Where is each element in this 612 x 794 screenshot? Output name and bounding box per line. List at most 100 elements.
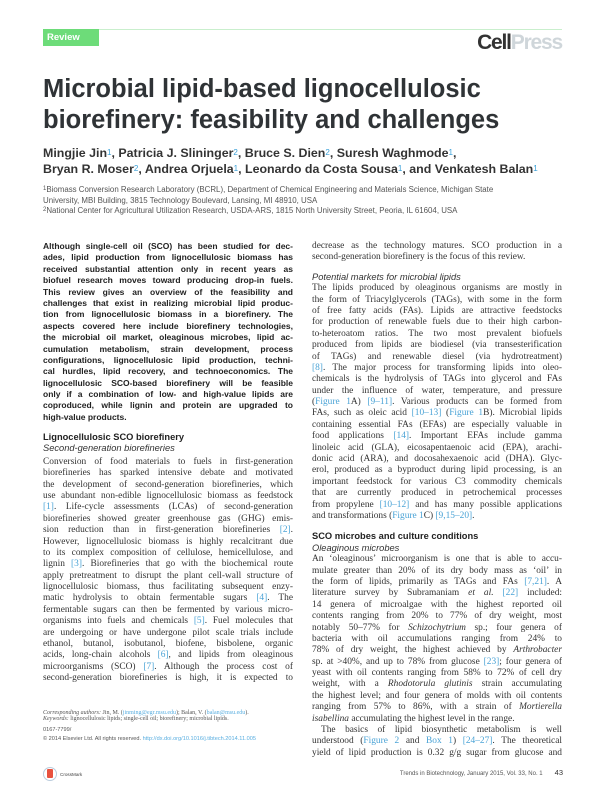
affiliation-marker: 2 [325,148,330,157]
paragraph: Conversion of food materials to fuels in… [43,457,293,685]
text-line: aspects covered here include biorefinery… [43,320,293,331]
citation-link[interactable]: Figure 1 [392,510,424,521]
text-line: sion reduction than in first-generation … [43,525,293,536]
citation-link[interactable]: [5] [193,616,205,627]
section-heading: SCO microbes and culture conditions [312,531,479,542]
citation-link[interactable]: Figure 1 [449,408,484,419]
citation-link[interactable]: [3] [71,559,82,570]
text-line: organisms into fuels and chemicals [5]. … [43,616,293,627]
paragraph: The basics of lipid biosynthetic metabol… [312,725,562,759]
text-line: lignin [3]. Biorefineries that go with t… [43,559,293,570]
text-line: fermentable sugars can then be fermented… [43,604,293,615]
crossmark-badge[interactable]: CrossMark [43,767,82,781]
affiliation-number: 1 [43,186,47,192]
text-line: contents ranging from 20% to 77% of dry … [312,611,562,622]
email-link[interactable]: jinming@egr.msu.edu [122,710,176,716]
text-line: to its complex composition of cellulose,… [43,547,293,558]
citation-link[interactable]: [7] [143,661,155,672]
citation-link[interactable]: [2] [279,525,291,536]
citation-link[interactable]: [7,21] [524,576,547,587]
citation-link[interactable]: [6] [157,650,169,661]
citation-link[interactable]: [24–27] [462,736,493,747]
page-number: 43 [554,768,563,777]
citation-link[interactable]: [9,15–20] [435,510,473,521]
citation-link[interactable]: Box 1 [426,736,453,747]
text-line: weight, with a Rhodotorula glutinis stra… [312,679,562,690]
text: lignocellulosic lipids; single-cell oil;… [70,716,229,722]
affiliation-marker: 2 [133,163,139,173]
citation-link[interactable]: [14] [393,431,410,442]
text: ); Balan, V. ( [176,710,207,716]
text-line: microorganisms (SCO) [7]. Although the p… [43,661,293,672]
text-line: [8]. The major process for transforming … [312,362,562,373]
text-line: (Figure 1A) [9–11]. Various products can… [312,397,562,408]
keywords: Keywords: lignocellulosic lipids; single… [43,716,303,722]
text-line: Although single-cell oil (SCO) has been … [43,241,293,251]
affiliation-marker: 1 [533,163,538,173]
subsection-heading: Oleaginous microbes [312,542,400,553]
text-line: coproduced, while lignin and protein are… [43,400,293,411]
text-line: and transformations (Figure 1C) [9,15–20… [312,510,475,521]
text-line: biorefineries has sparked intensive deba… [43,468,293,479]
text-line: to-heteroatom ratios. The two most preva… [312,328,562,339]
text-line: matic hydrolysis to obtain fermentable s… [43,593,293,604]
text-line: chemicals is the hydrolysis of TAGs into… [312,374,562,385]
citation-link[interactable]: [22] [502,588,519,599]
affiliation: 2National Center for Agricultural Utiliz… [43,206,573,217]
citation-link[interactable]: [1] [43,502,54,513]
label: Keywords: [43,716,69,722]
affiliation-marker: 2 [233,148,238,157]
citation-link[interactable]: [23] [483,656,500,667]
text-line: bacteria with oil accumulations ranging … [312,633,562,644]
citation-link[interactable]: [4] [256,593,268,604]
author: Suresh Waghmode [336,146,449,160]
text-line: The lipids produced by oleaginous organi… [312,283,562,294]
text-line: decrease as the technology matures. SCO … [312,241,562,251]
author: Bruce S. Dien [244,146,326,160]
title-line: biorefinery: feasibility and challenges [43,106,500,134]
citation-link[interactable]: [10–13] [411,408,442,419]
issn: 0167-7799/ [43,727,72,733]
text-line: donic acid (ARA), and docosahexaenoic ac… [312,454,562,465]
text-line: FAs, such as oleic acid [10–13] (Figure … [312,408,563,419]
author: Mingjie Jin [43,146,108,160]
logo-part-cell: Cell [477,31,512,54]
author: Andrea Orjuela [144,161,234,176]
text-line: use abundant non-edible lignocellulosic … [43,490,293,501]
affiliation: 1Biomass Conversion Research Laboratory … [43,185,573,196]
affiliations: 1Biomass Conversion Research Laboratory … [43,185,573,217]
citation-link[interactable]: [10–12] [379,499,410,510]
citation-link[interactable]: [9–11] [367,397,393,408]
text-line: This review gives an overview of the fea… [43,286,293,297]
author: Bryan R. Moser [43,161,134,176]
text-line: the highest level; and four genera of mo… [312,690,562,701]
header-rule [43,29,562,30]
text-line: received substantial attention only in r… [43,263,293,274]
text-line: However, lignocellulosic biomass is high… [43,536,293,547]
text-line: erol, produced as a byproduct during lip… [312,465,562,476]
paragraph: The lipids produced by oleaginous organi… [312,283,562,522]
email-link[interactable]: balan@msu.edu [206,710,246,716]
text-line: lignocellulosic SCO-based biorefinery wi… [43,377,293,388]
text-line: under the influence of water, temperatur… [312,385,562,396]
text-line: sp. at >40%, and up to 78% from glucose … [312,656,563,667]
author-line: Mingjie Jin1, Patricia J. Slininger2, Br… [43,146,457,160]
text-line: tion from lignocellulosic biomass in a b… [43,309,293,320]
author-connector: and [409,161,432,176]
journal-citation: Trends in Biotechnology, January 2015, V… [399,771,543,777]
citation-link[interactable]: [8] [312,362,323,373]
author: Leonardo da Costa Sousa [245,161,398,176]
affiliation-marker: 1 [397,163,403,173]
citation-link[interactable]: Figure 2 [363,736,400,747]
doi-link[interactable]: http://dx.doi.org/10.1016/j.tibtech.2014… [142,736,257,742]
text-line: the development of second-generation bio… [43,479,293,490]
text: ). [245,710,249,716]
text-line: the microbial oil market, oleaginous mic… [43,332,293,343]
text-line: second-generation biorefineries is high,… [43,673,293,684]
text-line: lignocellulosic biomass, thus facilitati… [43,582,293,593]
crossmark-label: CrossMark [60,771,83,777]
citation-link[interactable]: Figure 1 [315,397,351,408]
text-line: linoleic acid (GLA), eicosapentaenoic ac… [312,442,562,453]
cellpress-logo: CellPress [477,31,563,55]
text-line: only if a combination of low- and high-v… [43,389,293,400]
